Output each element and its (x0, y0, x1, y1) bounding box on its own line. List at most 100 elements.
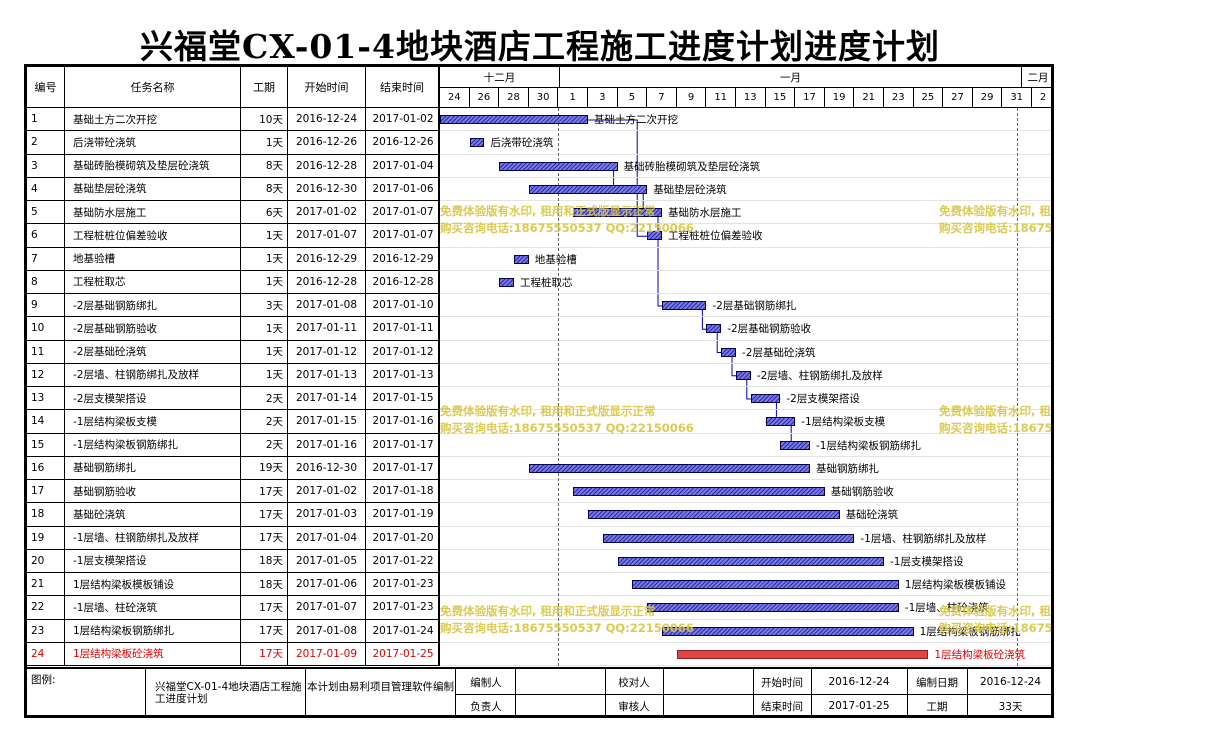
task-name: -2层基础钢筋绑扎 (65, 294, 241, 317)
gantt-bar[interactable] (662, 301, 707, 310)
table-row[interactable]: 24 1层结构梁板砼浇筑 17天 2017-01-09 2017-01-25 (27, 642, 440, 666)
day-label: 23 (884, 88, 914, 107)
task-duration: 18天 (241, 549, 288, 572)
task-start: 2017-01-13 (288, 363, 366, 386)
gantt-bar[interactable] (647, 231, 662, 241)
day-label: 9 (677, 88, 707, 107)
gantt-bar[interactable] (602, 533, 855, 543)
table-row[interactable]: 18 基础砼浇筑 17天 2017-01-03 2017-01-19 (27, 503, 440, 527)
gantt-bar[interactable] (617, 556, 884, 566)
task-start: 2017-01-08 (288, 619, 366, 642)
task-id: 2 (27, 131, 65, 154)
footer-software-text: 本计划由易利项目管理软件编制 (307, 681, 454, 693)
table-row[interactable]: 11 -2层基础砼浇筑 1天 2017-01-12 2017-01-12 (27, 340, 440, 364)
col-header-start-label: 开始时间 (304, 81, 349, 94)
task-duration: 8天 (241, 154, 288, 177)
gantt-bar[interactable] (573, 487, 825, 496)
table-row[interactable]: 5 基础防水层施工 6天 2017-01-02 2017-01-07 (27, 201, 440, 225)
gantt-bar[interactable] (750, 394, 781, 403)
table-row[interactable]: 14 -1层结构梁板支模 2天 2017-01-15 2017-01-16 (27, 410, 440, 434)
table-row[interactable]: 17 基础钢筋验收 17天 2017-01-02 2017-01-18 (27, 480, 440, 504)
checker-label-text: 校对人 (618, 676, 650, 689)
gantt-bar[interactable] (499, 277, 514, 287)
month-boundary-line (1017, 108, 1019, 666)
col-header-duration-label: 工期 (253, 81, 275, 94)
month-feb: 二月 (1022, 67, 1051, 87)
date-label-text: 编制日期 (916, 676, 958, 689)
table-row[interactable]: 2 后浇带砼浇筑 1天 2016-12-26 2016-12-26 (27, 131, 440, 155)
task-name: -2层基础砼浇筑 (65, 340, 241, 363)
table-row[interactable]: 15 -1层结构梁板钢筋绑扎 2天 2017-01-16 2017-01-17 (27, 433, 440, 457)
gantt-bar[interactable] (736, 370, 751, 380)
task-name: -1层墙、柱砼浇筑 (65, 596, 241, 619)
header-bottom-line (27, 107, 1051, 108)
table-row[interactable]: 22 -1层墙、柱砼浇筑 17天 2017-01-07 2017-01-23 (27, 596, 440, 620)
table-row[interactable]: 6 工程桩桩位偏差验收 1天 2017-01-07 2017-01-07 (27, 224, 440, 248)
gantt-bar-label: -1层结构梁板支模 (801, 416, 886, 429)
col-header-id: 编号 (27, 67, 65, 107)
gantt-row-line (440, 386, 1051, 387)
month-feb-label: 二月 (1027, 71, 1049, 84)
task-id: 21 (27, 573, 65, 596)
task-start: 2017-01-04 (288, 526, 366, 549)
table-row[interactable]: 9 -2层基础钢筋绑扎 3天 2017-01-08 2017-01-10 (27, 294, 440, 318)
table-row[interactable]: 16 基础钢筋绑扎 19天 2016-12-30 2017-01-17 (27, 456, 440, 480)
gantt-bar[interactable] (706, 324, 722, 334)
gantt-bar[interactable] (721, 347, 736, 357)
gantt-bar[interactable] (514, 254, 529, 264)
day-label: 1 (558, 88, 588, 107)
task-end: 2017-01-13 (372, 368, 434, 381)
task-end: 2017-01-19 (372, 508, 434, 521)
table-row[interactable]: 21 1层结构梁板模板铺设 18天 2017-01-06 2017-01-23 (27, 573, 440, 597)
table-row[interactable]: 12 -2层墙、柱钢筋绑扎及放样 1天 2017-01-13 2017-01-13 (27, 363, 440, 387)
end-value: 2017-01-25 (811, 695, 907, 715)
gantt-bar[interactable] (780, 440, 810, 450)
gantt-bar[interactable] (499, 161, 618, 171)
table-row[interactable]: 13 -2层支模架搭设 2天 2017-01-14 2017-01-15 (27, 387, 440, 411)
task-end: 2017-01-18 (372, 485, 434, 498)
task-end: 2017-01-24 (372, 624, 434, 637)
task-end: 2017-01-02 (372, 113, 434, 126)
gantt-bar[interactable] (647, 603, 899, 613)
table-row[interactable]: 8 工程桩取芯 1天 2016-12-28 2016-12-28 (27, 270, 440, 294)
month-dec: 十二月 (440, 67, 560, 87)
gantt-row-line (440, 618, 1051, 620)
task-end: 2017-01-04 (372, 159, 434, 172)
table-row[interactable]: 23 1层结构梁板钢筋绑扎 17天 2017-01-08 2017-01-24 (27, 619, 440, 643)
table-row[interactable]: 3 基础砖胎模砌筑及垫层砼浇筑 8天 2016-12-28 2017-01-04 (27, 154, 440, 178)
duration-value: 33天 (967, 695, 1051, 715)
task-end: 2017-01-23 (372, 601, 434, 614)
gantt-bar[interactable] (469, 138, 485, 148)
gantt-bar[interactable] (588, 510, 840, 520)
task-duration: 17天 (241, 503, 288, 526)
table-row[interactable]: 7 地基验槽 1天 2016-12-29 2016-12-29 (27, 247, 440, 271)
footer-divider (663, 669, 664, 715)
task-start: 2017-01-15 (288, 410, 366, 433)
table-row[interactable]: 4 基础垫层砼浇筑 8天 2016-12-30 2017-01-06 (27, 177, 440, 201)
task-duration: 1天 (241, 317, 288, 340)
table-row[interactable]: 10 -2层基础钢筋验收 1天 2017-01-11 2017-01-11 (27, 317, 440, 341)
task-end: 2017-01-07 (372, 206, 434, 219)
table-row[interactable]: 20 -1层支模架搭设 18天 2017-01-05 2017-01-22 (27, 549, 440, 573)
gantt-sheet: 编号 任务名称 工期 开始时间 结束时间 十二月 一月 二月 24 26 28 30 1… (24, 64, 1054, 718)
end-label: 结束时间 (753, 695, 811, 715)
date-value-text: 2016-12-24 (979, 676, 1042, 688)
editor-label-text: 编制人 (470, 676, 502, 689)
task-end: 2017-01-10 (372, 299, 434, 312)
gantt-bar[interactable] (765, 417, 796, 427)
task-name: 地基验槽 (65, 247, 241, 270)
gantt-bar[interactable] (662, 626, 914, 636)
gantt-bar[interactable] (676, 649, 929, 659)
gantt-bar[interactable] (528, 184, 648, 194)
task-duration: 17天 (241, 642, 288, 665)
task-name: 基础砼浇筑 (65, 503, 241, 526)
task-duration: 17天 (241, 619, 288, 642)
gantt-bar[interactable] (632, 580, 899, 589)
table-row[interactable]: 1 基础土方二次开挖 10天 2016-12-24 2017-01-02 (27, 108, 440, 132)
task-name: 工程桩取芯 (65, 270, 241, 293)
gantt-bar[interactable] (440, 115, 588, 124)
gantt-bar[interactable] (528, 463, 810, 473)
gantt-bar-label: 1层结构梁板模板铺设 (904, 579, 1006, 591)
table-row[interactable]: 19 -1层墙、柱钢筋绑扎及放样 17天 2017-01-04 2017-01-20 (27, 526, 440, 550)
gantt-bar[interactable] (573, 208, 662, 217)
